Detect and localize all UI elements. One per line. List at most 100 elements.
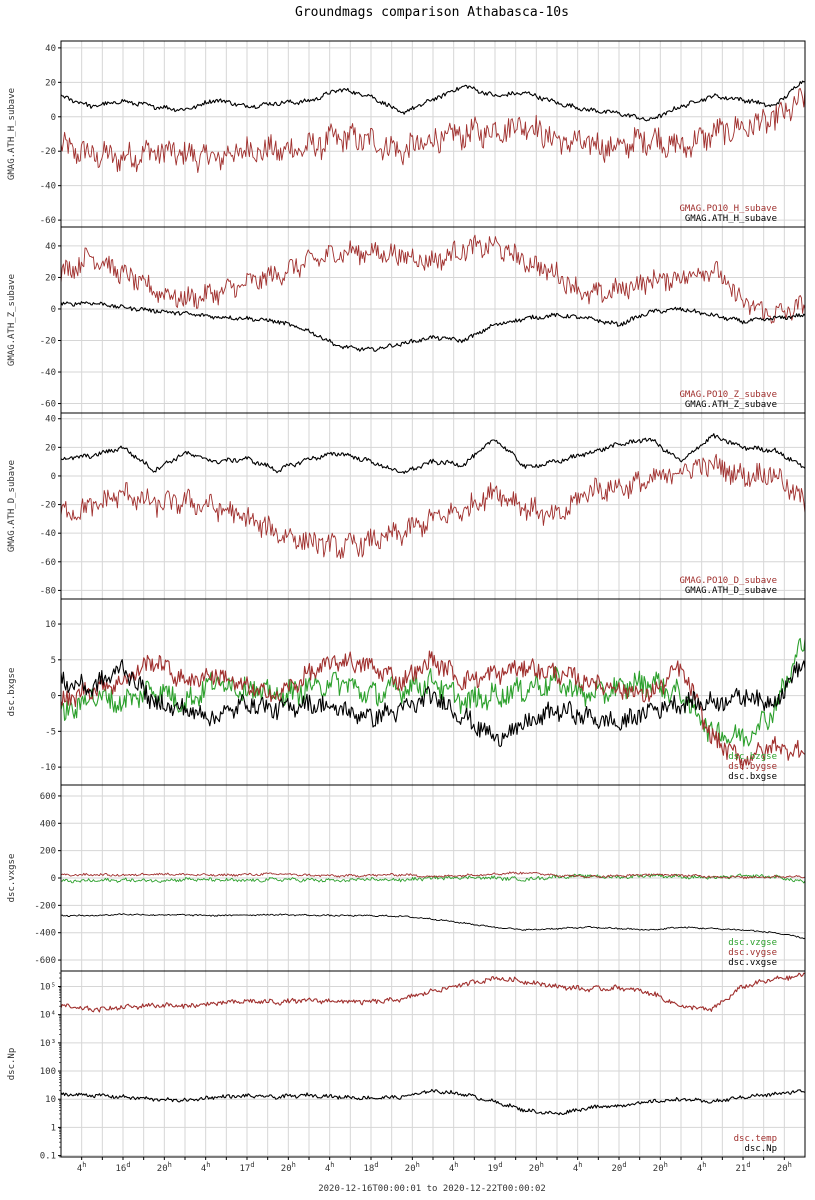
y-axis-label: dsc.Np	[7, 1048, 17, 1081]
y-tick-label: -5	[45, 727, 56, 737]
x-tick-label: 4h	[573, 1161, 583, 1174]
series-line-gmag-ath-d-subave	[61, 433, 805, 474]
y-tick-label: 0	[51, 113, 56, 123]
legend-entry: GMAG.ATH_Z_subave	[685, 400, 777, 410]
x-tick-label: 20h	[653, 1161, 668, 1174]
x-tick-label: 4h	[77, 1161, 87, 1174]
y-tick-label: -20	[40, 336, 56, 346]
legend-entry: dsc.vygse	[728, 948, 777, 958]
legend-entry: GMAG.PO10_H_subave	[679, 204, 777, 214]
legend-entry: dsc.bxgse	[728, 772, 777, 782]
series-line-gmag-po10-h-subave	[61, 87, 805, 174]
x-tick-label: 4h	[201, 1161, 211, 1174]
y-tick-label: 20	[45, 78, 56, 88]
panel-5: 600 400 200 0 -200 -400 -600 dsc.vzgsedsc.vygse…	[7, 784, 806, 972]
series-line-gmag-po10-d-subave	[61, 453, 805, 560]
panel-4: 1050-5-10dsc.bzgsedsc.bygsedsc.bxgsedsc.…	[7, 598, 806, 786]
y-tick-label: 0.1	[40, 1152, 56, 1162]
series-group	[61, 637, 805, 771]
y-tick-label: 10⁵	[40, 983, 56, 993]
legend-entry: GMAG.ATH_D_subave	[685, 586, 777, 596]
x-tick-label: 20h	[405, 1161, 420, 1174]
series-line-dsc-vxgse	[61, 913, 805, 940]
x-tick-label: 16d	[115, 1161, 130, 1174]
y-tick-label: 0	[51, 874, 56, 884]
y-tick-label: -60	[40, 216, 56, 226]
series-group	[61, 871, 805, 940]
y-tick-label: 100	[40, 1067, 56, 1077]
y-tick-label: 600	[40, 792, 56, 802]
y-tick-label: -40	[40, 368, 56, 378]
y-tick-label: 10³	[40, 1039, 56, 1049]
x-tick-label: 4h	[449, 1161, 459, 1174]
y-tick-label: 1	[51, 1123, 56, 1133]
y-tick-label: 20	[45, 443, 56, 453]
series-group	[61, 80, 805, 174]
legend-entry: dsc.Np	[744, 1144, 777, 1154]
legend-entry: dsc.vxgse	[728, 958, 777, 968]
series-line-dsc-temp	[61, 972, 805, 1013]
y-tick-label: -60	[40, 558, 56, 568]
series-group	[61, 234, 805, 352]
y-tick-label: 0	[51, 692, 56, 702]
y-tick-label: -200	[34, 901, 56, 911]
y-tick-label: -40	[40, 182, 56, 192]
x-tick-label: 4h	[697, 1161, 707, 1174]
panel-1: 40200-20-40-60GMAG.PO10_H_subaveGMAG.ATH…	[7, 40, 806, 228]
y-tick-label: 0	[51, 472, 56, 482]
x-tick-label: 21d	[735, 1161, 750, 1174]
y-tick-label: 10⁴	[40, 1011, 56, 1021]
series-line-gmag-po10-z-subave	[61, 234, 805, 324]
series-line-dsc-bzgse	[61, 637, 805, 747]
legend-entry: GMAG.PO10_Z_subave	[679, 390, 777, 400]
series-group	[61, 433, 805, 560]
x-tick-label: 20d	[611, 1161, 626, 1174]
series-line-dsc-bxgse	[61, 659, 805, 748]
x-axis: 4h 16d 20h 4h 17d 20h 4h 18d 20h 4h 19d 20h 4h 20d 20h…	[77, 1157, 792, 1174]
y-tick-label: -60	[40, 400, 56, 410]
y-tick-label: 200	[40, 847, 56, 857]
y-tick-label: 20	[45, 273, 56, 283]
legend-entry: dsc.vzgse	[728, 938, 777, 948]
y-tick-label: -400	[34, 929, 56, 939]
y-tick-label: -80	[40, 586, 56, 596]
y-axis-label: dsc.bxgse	[7, 668, 17, 717]
y-axis-label: GMAG.ATH_H_subave	[7, 88, 17, 180]
x-tick-label: 4h	[325, 1161, 335, 1174]
y-axis-label: dsc.vxgse	[7, 854, 17, 903]
y-tick-label: -20	[40, 147, 56, 157]
series-line-dsc-bygse	[61, 650, 805, 771]
legend-entry: dsc.bzgse	[728, 752, 777, 762]
y-tick-label: 0	[51, 305, 56, 315]
x-tick-label: 20h	[281, 1161, 296, 1174]
legend-entry: GMAG.ATH_H_subave	[685, 214, 777, 224]
x-tick-label: 18d	[363, 1161, 378, 1174]
time-range-label: 2020-12-16T00:00:01 to 2020-12-22T00:00:…	[318, 1184, 546, 1194]
y-tick-label: -10	[40, 763, 56, 773]
y-axis-label: GMAG.ATH_D_subave	[7, 460, 17, 552]
panel-3: 40200-20-40-60-80GMAG.PO10_D_subaveGMAG.…	[7, 412, 806, 600]
y-tick-label: -20	[40, 501, 56, 511]
series-line-gmag-ath-z-subave	[61, 301, 805, 352]
panels-group: 40200-20-40-60GMAG.PO10_H_subaveGMAG.ATH…	[7, 40, 806, 1162]
y-tick-label: 40	[45, 44, 56, 54]
y-tick-label: 10	[45, 620, 56, 630]
y-tick-label: 400	[40, 819, 56, 829]
x-tick-label: 19d	[487, 1161, 502, 1174]
legend-entry: dsc.temp	[734, 1134, 777, 1144]
legend-entry: GMAG.PO10_D_subave	[679, 576, 777, 586]
panel-2: 40200-20-40-60GMAG.PO10_Z_subaveGMAG.ATH…	[7, 226, 806, 414]
x-tick-label: 20h	[529, 1161, 544, 1174]
y-tick-label: 40	[45, 415, 56, 425]
x-tick-label: 20h	[157, 1161, 172, 1174]
y-tick-label: -600	[34, 956, 56, 966]
y-tick-label: 10	[45, 1095, 56, 1105]
x-tick-label: 17d	[239, 1161, 254, 1174]
series-line-dsc-np	[61, 1088, 805, 1116]
series-line-dsc-vygse	[61, 871, 805, 880]
y-tick-label: 40	[45, 242, 56, 252]
x-tick-label: 20h	[777, 1161, 792, 1174]
y-axis-label: GMAG.ATH_Z_subave	[7, 274, 17, 366]
